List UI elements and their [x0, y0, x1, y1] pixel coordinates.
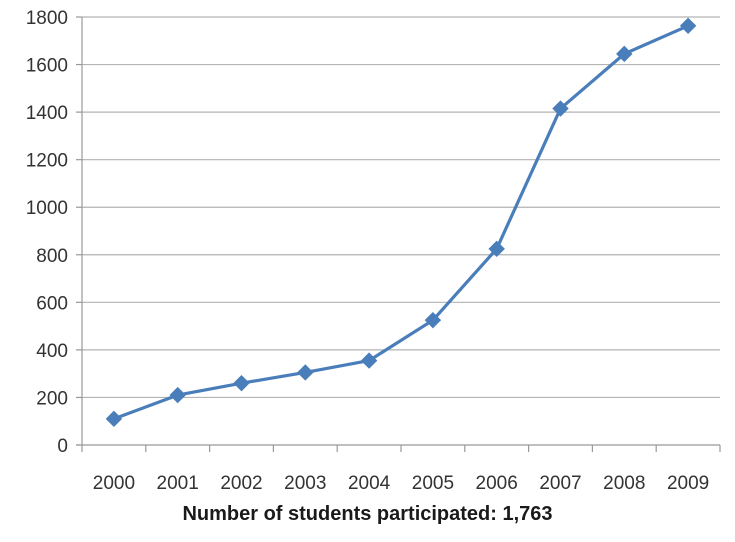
- y-tick-label: 0: [57, 436, 68, 457]
- data-point-marker: [105, 410, 123, 428]
- x-tick-label: 2008: [603, 473, 645, 494]
- series-line: [112, 24, 690, 421]
- axes: [76, 16, 721, 452]
- y-tick-label: 1800: [26, 8, 68, 29]
- y-tick-label: 400: [36, 341, 68, 362]
- gridlines: [82, 16, 720, 399]
- y-tick-labels: 0 200 400 600 800 1000 1200 1400 1600 1800: [26, 8, 68, 457]
- x-tick-label: 2001: [157, 473, 199, 494]
- data-markers: [105, 17, 697, 428]
- series-line: [112, 24, 690, 421]
- y-tick-label: 1000: [26, 198, 68, 219]
- x-tick-label: 2002: [220, 473, 262, 494]
- x-tick-label: 2007: [539, 473, 581, 494]
- x-tick-label: 2009: [667, 473, 709, 494]
- y-tick-label: 1600: [26, 56, 68, 77]
- data-point-marker: [488, 240, 505, 258]
- data-point-marker: [169, 386, 186, 404]
- data-point-marker: [360, 352, 378, 369]
- data-point-marker: [424, 311, 442, 329]
- x-tick-labels: 2000 2001 2002 2003 2004 2005 2006 2007 2008 2009: [93, 473, 709, 494]
- y-tick-label: 800: [36, 246, 68, 267]
- y-tick-label: 1400: [26, 103, 68, 124]
- x-tick-label: 2003: [284, 473, 326, 494]
- y-tick-label: 600: [36, 293, 68, 314]
- x-tick-label: 2005: [412, 473, 454, 494]
- x-tick-label: 2000: [93, 473, 135, 494]
- x-tick-label: 2004: [348, 473, 391, 494]
- data-point-marker: [616, 45, 633, 63]
- data-point-marker: [297, 364, 314, 381]
- x-tick-label: 2006: [476, 473, 518, 494]
- data-point-marker: [679, 17, 697, 35]
- data-point-marker: [233, 374, 250, 392]
- x-axis-caption: Number of students participated: 1,763: [182, 503, 553, 525]
- y-tick-label: 200: [36, 388, 68, 409]
- data-point-marker: [552, 100, 569, 117]
- y-tick-label: 1200: [26, 151, 68, 172]
